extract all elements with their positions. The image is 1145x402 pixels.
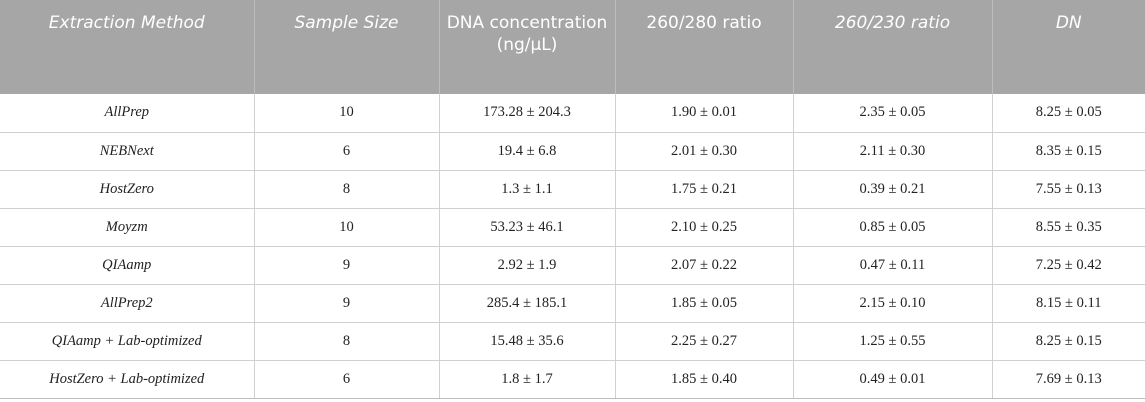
ratio-260-280-cell: 1.85 ± 0.40 [614, 360, 793, 399]
dna-concentration-cell: 19.4 ± 6.8 [438, 132, 615, 171]
extraction-method-cell: AllPrep [0, 94, 254, 133]
ratio-260-230-cell: 2.11 ± 0.30 [792, 132, 992, 171]
sample-size-cell: 6 [253, 360, 439, 399]
extraction-method-cell: NEBNext [0, 132, 254, 171]
table-row: HostZero + Lab-optimized 6 1.8 ± 1.7 1.85 ±… [0, 360, 1145, 399]
ratio-260-230-cell: 1.25 ± 0.55 [792, 322, 992, 361]
table-body: AllPrep 10 173.28 ± 204.3 1.90 ± 0.01 2.35 ±… [0, 94, 1145, 399]
ratio-260-230-cell: 2.35 ± 0.05 [792, 94, 992, 133]
dn-cell: 7.55 ± 0.13 [991, 170, 1145, 209]
dn-cell: 8.55 ± 0.35 [991, 208, 1145, 247]
header-row: Extraction Method Sample Size DNA concentr… [0, 0, 1145, 94]
extraction-method-cell: AllPrep2 [0, 284, 254, 323]
table-row: AllPrep 10 173.28 ± 204.3 1.90 ± 0.01 2.35 ±… [0, 94, 1145, 133]
sample-size-cell: 10 [253, 94, 439, 133]
dna-concentration-cell: 1.8 ± 1.7 [438, 360, 615, 399]
ratio-260-230-cell: 0.39 ± 0.21 [792, 170, 992, 209]
extraction-method-cell: HostZero + Lab-optimized [0, 360, 254, 399]
extraction-method-cell: Moyzm [0, 208, 254, 247]
ratio-260-230-cell: 0.85 ± 0.05 [792, 208, 992, 247]
ratio-260-280-cell: 2.25 ± 0.27 [614, 322, 793, 361]
sample-size-header: Sample Size [253, 0, 439, 94]
sample-size-cell: 8 [253, 322, 439, 361]
ratio-260-280-cell: 2.07 ± 0.22 [614, 246, 793, 285]
sample-size-cell: 8 [253, 170, 439, 209]
dna-concentration-cell: 1.3 ± 1.1 [438, 170, 615, 209]
table-row: QIAamp + Lab-optimized 8 15.48 ± 35.6 2.25 … [0, 322, 1145, 361]
table-row: AllPrep2 9 285.4 ± 185.1 1.85 ± 0.05 2.15 ± … [0, 284, 1145, 323]
ratio-260-230-cell: 0.49 ± 0.01 [792, 360, 992, 399]
dna-concentration-cell: 285.4 ± 185.1 [438, 284, 615, 323]
dn-cell: 8.25 ± 0.15 [991, 322, 1145, 361]
table-row: NEBNext 6 19.4 ± 6.8 2.01 ± 0.30 2.11 ± 0.30… [0, 132, 1145, 171]
ratio-260-280-cell: 1.90 ± 0.01 [614, 94, 793, 133]
sample-size-cell: 6 [253, 132, 439, 171]
dna-concentration-cell: 2.92 ± 1.9 [438, 246, 615, 285]
dn-header: DN [991, 0, 1145, 94]
extraction-method-cell: QIAamp + Lab-optimized [0, 322, 254, 361]
dna-concentration-cell: 173.28 ± 204.3 [438, 94, 615, 133]
sample-size-cell: 9 [253, 246, 439, 285]
dna-concentration-cell: 15.48 ± 35.6 [438, 322, 615, 361]
table-row: QIAamp 9 2.92 ± 1.9 2.07 ± 0.22 0.47 ± 0.11 7… [0, 246, 1145, 285]
dna-concentration-header: DNA concentration (ng/μL) [438, 0, 615, 94]
ratio-260-230-cell: 2.15 ± 0.10 [792, 284, 992, 323]
ratio-260-230-cell: 0.47 ± 0.11 [792, 246, 992, 285]
ratio-260-280-cell: 1.75 ± 0.21 [614, 170, 793, 209]
dn-cell: 8.25 ± 0.05 [991, 94, 1145, 133]
sample-size-cell: 9 [253, 284, 439, 323]
extraction-method-header: Extraction Method [0, 0, 254, 94]
dn-cell: 7.69 ± 0.13 [991, 360, 1145, 399]
table-row: Moyzm 10 53.23 ± 46.1 2.10 ± 0.25 0.85 ± 0.0… [0, 208, 1145, 247]
table-row: HostZero 8 1.3 ± 1.1 1.75 ± 0.21 0.39 ± 0.21… [0, 170, 1145, 209]
dn-cell: 8.35 ± 0.15 [991, 132, 1145, 171]
extraction-method-cell: HostZero [0, 170, 254, 209]
ratio-260-230-header: 260/230 ratio [792, 0, 992, 94]
dn-cell: 8.15 ± 0.11 [991, 284, 1145, 323]
ratio-260-280-header: 260/280 ratio [614, 0, 793, 94]
extraction-method-cell: QIAamp [0, 246, 254, 285]
ratio-260-280-cell: 2.10 ± 0.25 [614, 208, 793, 247]
dna-concentration-cell: 53.23 ± 46.1 [438, 208, 615, 247]
ratio-260-280-cell: 1.85 ± 0.05 [614, 284, 793, 323]
table-header: Extraction Method Sample Size DNA concentr… [0, 0, 1145, 94]
dn-cell: 7.25 ± 0.42 [991, 246, 1145, 285]
ratio-260-280-cell: 2.01 ± 0.30 [614, 132, 793, 171]
sample-size-cell: 10 [253, 208, 439, 247]
